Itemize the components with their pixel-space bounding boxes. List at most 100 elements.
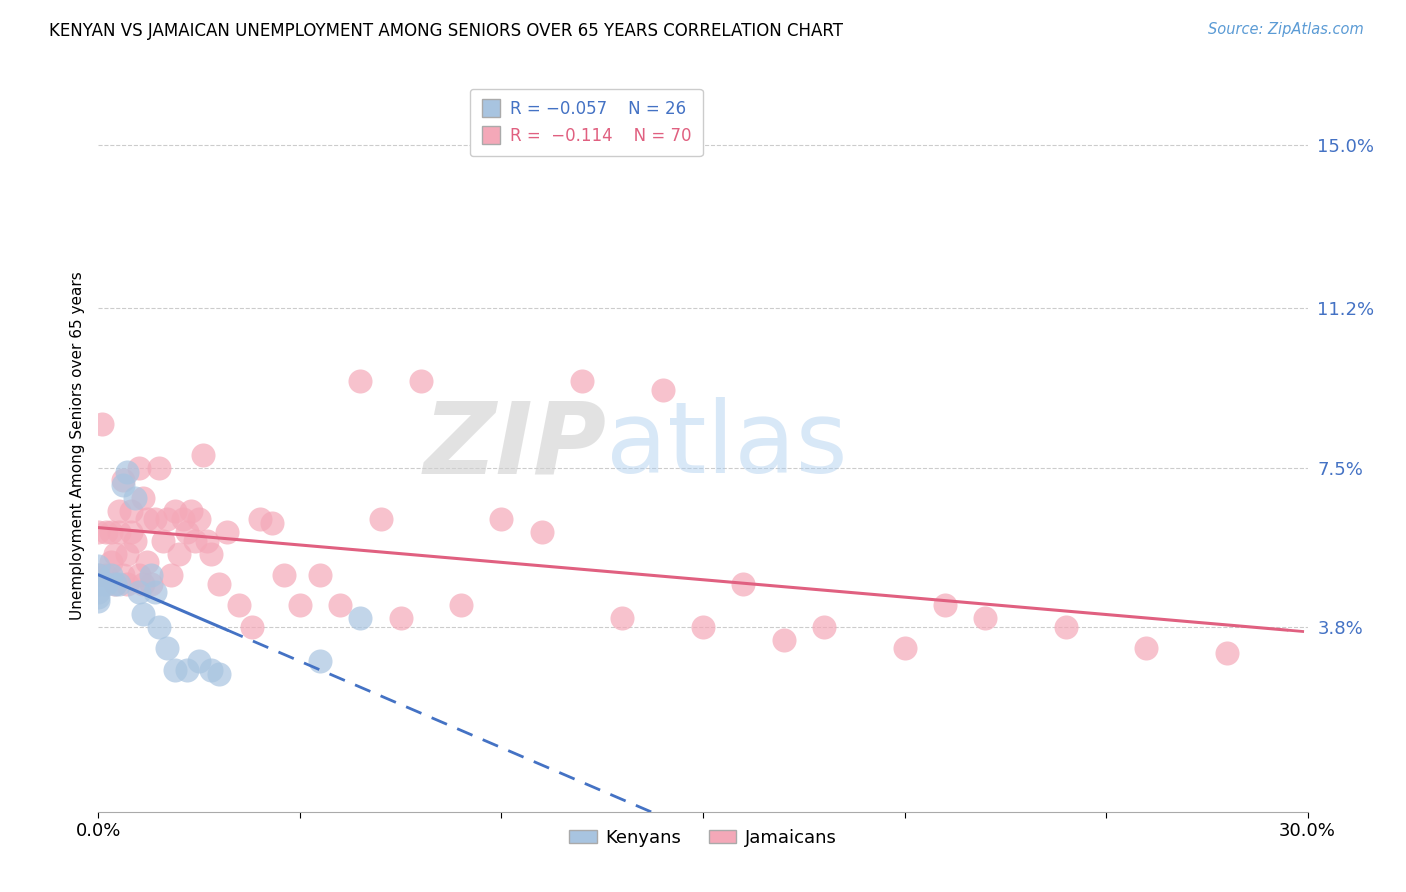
Point [491, 512, 513, 526]
Point [288, 598, 311, 612]
Point [148, 620, 170, 634]
Point [87, 568, 110, 582]
Text: KENYAN VS JAMAICAN UNEMPLOYMENT AMONG SENIORS OVER 65 YEARS CORRELATION CHART: KENYAN VS JAMAICAN UNEMPLOYMENT AMONG SE… [49, 22, 844, 40]
Legend: Kenyans, Jamaicans: Kenyans, Jamaicans [562, 822, 844, 854]
Point [309, 568, 332, 582]
Point [135, 555, 157, 569]
Point [115, 547, 138, 561]
Point [152, 533, 174, 548]
Text: Source: ZipAtlas.com: Source: ZipAtlas.com [1208, 22, 1364, 37]
Point [132, 491, 155, 505]
Point [87, 576, 110, 591]
Point [172, 512, 194, 526]
Point [107, 503, 129, 517]
Point [349, 375, 371, 389]
Point [893, 641, 915, 656]
Point [188, 654, 211, 668]
Point [87, 590, 110, 604]
Point [111, 477, 134, 491]
Point [107, 576, 129, 591]
Point [176, 524, 198, 539]
Point [273, 568, 295, 582]
Point [128, 460, 150, 475]
Point [188, 512, 211, 526]
Point [180, 503, 202, 517]
Point [87, 524, 110, 539]
Point [163, 503, 186, 517]
Point [87, 568, 110, 582]
Point [370, 512, 392, 526]
Point [651, 383, 673, 397]
Point [409, 375, 432, 389]
Point [612, 611, 634, 625]
Point [128, 568, 150, 582]
Point [249, 512, 271, 526]
Point [143, 585, 166, 599]
Point [450, 598, 472, 612]
Point [135, 512, 157, 526]
Point [329, 598, 352, 612]
Point [530, 524, 553, 539]
Point [1054, 620, 1077, 634]
Point [100, 524, 122, 539]
Point [91, 417, 114, 432]
Point [208, 667, 231, 681]
Point [772, 632, 794, 647]
Point [260, 516, 283, 531]
Point [115, 576, 138, 591]
Point [139, 568, 162, 582]
Point [167, 547, 190, 561]
Point [200, 547, 222, 561]
Point [103, 576, 125, 591]
Point [571, 375, 593, 389]
Point [228, 598, 250, 612]
Point [733, 576, 755, 591]
Point [96, 576, 118, 591]
Point [692, 620, 714, 634]
Point [143, 512, 166, 526]
Point [1135, 641, 1157, 656]
Point [96, 524, 118, 539]
Y-axis label: Unemployment Among Seniors over 65 years: Unemployment Among Seniors over 65 years [69, 272, 84, 620]
Point [163, 663, 186, 677]
Point [176, 663, 198, 677]
Point [217, 524, 239, 539]
Point [389, 611, 412, 625]
Point [103, 547, 125, 561]
Point [349, 611, 371, 625]
Point [115, 465, 138, 479]
Point [111, 474, 134, 488]
Point [974, 611, 997, 625]
Point [160, 568, 183, 582]
Point [1216, 646, 1239, 660]
Point [200, 663, 222, 677]
Point [120, 503, 142, 517]
Point [184, 533, 207, 548]
Point [87, 594, 110, 608]
Point [111, 568, 134, 582]
Text: atlas: atlas [606, 398, 848, 494]
Point [87, 559, 110, 574]
Point [139, 576, 162, 591]
Point [309, 654, 332, 668]
Point [87, 585, 110, 599]
Point [124, 491, 146, 505]
Point [195, 533, 218, 548]
Point [132, 576, 155, 591]
Point [934, 598, 956, 612]
Point [107, 524, 129, 539]
Point [128, 585, 150, 599]
Point [100, 555, 122, 569]
Text: ZIP: ZIP [423, 398, 606, 494]
Point [240, 620, 263, 634]
Point [208, 576, 231, 591]
Point [132, 607, 155, 621]
Point [100, 568, 122, 582]
Point [156, 641, 179, 656]
Point [103, 576, 125, 591]
Point [124, 533, 146, 548]
Point [120, 524, 142, 539]
Point [813, 620, 835, 634]
Point [156, 512, 179, 526]
Point [193, 448, 215, 462]
